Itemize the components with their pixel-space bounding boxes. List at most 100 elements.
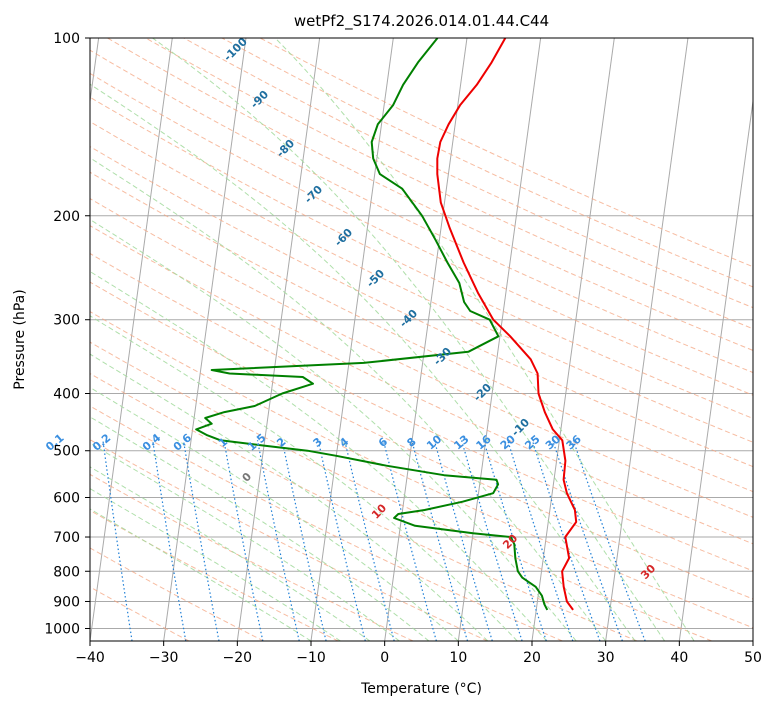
- x-tick-label: −10: [296, 650, 326, 666]
- y-tick-label: 300: [53, 313, 80, 329]
- dry-adiabat-line: [90, 96, 753, 420]
- dry-adiabat-line: [90, 509, 339, 641]
- mixing-ratio-line: [411, 440, 469, 641]
- dry-adiabat-line: [90, 547, 264, 641]
- y-tick-label: 900: [53, 594, 80, 610]
- mixing-ratio-label: 36: [564, 432, 584, 452]
- y-axis-label: Pressure (hPa): [12, 289, 28, 389]
- dry-adiabat-line: [90, 252, 753, 572]
- dry-adiabat-line: [90, 281, 753, 600]
- dry-adiabat-line: [90, 341, 712, 641]
- moist-adiabat-line: [90, 386, 459, 641]
- mixing-ratio-line: [281, 440, 327, 641]
- moist-adiabat-line: [90, 416, 430, 641]
- dry-adiabat-line: [90, 439, 488, 641]
- isotherm-line: [384, 38, 468, 641]
- moist-adiabat-line: [90, 466, 371, 641]
- mixing-ratio-line: [102, 440, 133, 641]
- dry-adiabat-line: [90, 121, 753, 443]
- x-tick-label: −40: [75, 650, 105, 666]
- dry-adiabat-label: 10: [369, 501, 389, 521]
- mixing-ratio-line: [182, 440, 220, 641]
- dry-adiabat-line: [145, 38, 753, 330]
- y-tick-label: 200: [53, 209, 80, 225]
- moist-adiabat-line: [90, 270, 548, 641]
- moist-adiabat-label: -50: [364, 267, 387, 290]
- moist-adiabat-line: [90, 508, 312, 641]
- mixing-ratio-line: [223, 440, 264, 641]
- isotherm-line: [531, 38, 615, 641]
- moist-adiabat-label: -90: [248, 88, 271, 111]
- dry-adiabat-line: [90, 146, 753, 468]
- dry-adiabat-label: 20: [500, 532, 520, 552]
- moist-adiabat-line: [274, 38, 695, 641]
- isotherm-line: [678, 97, 753, 641]
- plot-frame: [89, 37, 754, 642]
- y-tick-label: 400: [53, 387, 80, 403]
- dry-adiabat-line: [259, 38, 753, 268]
- mixing-ratio-line: [152, 440, 187, 641]
- axes: −40 −30 −20 −10 0 10 20 30 40 5010020030040050060…: [44, 31, 762, 666]
- mixing-ratio-line: [483, 440, 547, 641]
- dry-adiabat-line: [90, 372, 638, 641]
- moist-adiabat-line: [90, 315, 518, 641]
- x-axis-label: Temperature (°C): [360, 681, 482, 697]
- chart-title: wetPf2_S174.2026.014.01.44.C44: [294, 12, 549, 31]
- mixing-ratio-line: [382, 440, 437, 641]
- moist-adiabat-label: -40: [397, 307, 420, 330]
- x-tick-label: 20: [523, 650, 541, 666]
- mixing-ratio-label: 16: [474, 432, 494, 452]
- moist-adiabat-line: [90, 442, 400, 641]
- y-tick-label: 1000: [44, 621, 80, 637]
- dry-adiabat-line: [90, 198, 753, 518]
- mixing-ratio-label: 8: [404, 435, 418, 450]
- dry-adiabat-label: 30: [638, 562, 658, 582]
- mixing-ratio-line: [433, 440, 493, 641]
- moist-adiabat-line: [90, 353, 489, 641]
- x-tick-label: 10: [449, 650, 467, 666]
- dry-adiabat-line: [90, 586, 190, 641]
- dry-adiabat-line: [90, 473, 414, 641]
- dry-adiabat-line: [90, 405, 563, 641]
- dewpoint-line: [195, 38, 549, 611]
- moist-adiabat-line: [90, 488, 341, 641]
- mixing-ratio-line: [256, 440, 300, 641]
- mixing-ratio-label: 1: [216, 435, 230, 450]
- mixing-ratio-line: [572, 440, 646, 641]
- dry-adiabat-line: [107, 38, 753, 351]
- dry-adiabat-line: [90, 225, 753, 545]
- x-tick-label: 0: [380, 650, 389, 666]
- mixing-ratio-label: 10: [424, 432, 444, 452]
- dry-adiabat-line: [90, 311, 753, 629]
- y-tick-label: 100: [53, 31, 80, 47]
- x-tick-label: 50: [744, 650, 762, 666]
- dry-adiabat-line: [183, 38, 753, 309]
- moist-adiabat-line: [90, 83, 636, 641]
- moist-adiabat-line: [90, 218, 577, 641]
- x-tick-label: 40: [670, 650, 688, 666]
- mixing-ratio-line: [461, 440, 523, 641]
- x-tick-label: 30: [597, 650, 615, 666]
- moist-adiabat-label: -10: [509, 416, 532, 439]
- moist-adiabat-line: [152, 38, 666, 641]
- dry-adiabat-line: [90, 49, 753, 374]
- isotherm-line: [163, 38, 247, 641]
- mixing-ratio-label: 3: [311, 435, 325, 450]
- mixing-ratio-label: 6: [376, 435, 390, 450]
- y-tick-label: 500: [53, 444, 80, 460]
- dry-adiabat-line: [90, 171, 753, 493]
- moist-adiabat-label: -60: [332, 226, 355, 249]
- moist-adiabat-line: [90, 157, 607, 641]
- isotherm-line: [90, 38, 173, 641]
- isotherm-line: [90, 38, 100, 105]
- isotherm-line: [752, 637, 753, 641]
- background-lines: [90, 38, 753, 641]
- x-tick-label: −30: [149, 650, 179, 666]
- isotherm-line: [236, 38, 321, 641]
- y-tick-label: 700: [53, 530, 80, 546]
- isotherm-line: [605, 38, 689, 641]
- moist-adiabat-label: -30: [431, 345, 454, 368]
- moist-adiabat-label: -70: [302, 183, 325, 206]
- dry-adiabat-label: 0: [240, 470, 255, 485]
